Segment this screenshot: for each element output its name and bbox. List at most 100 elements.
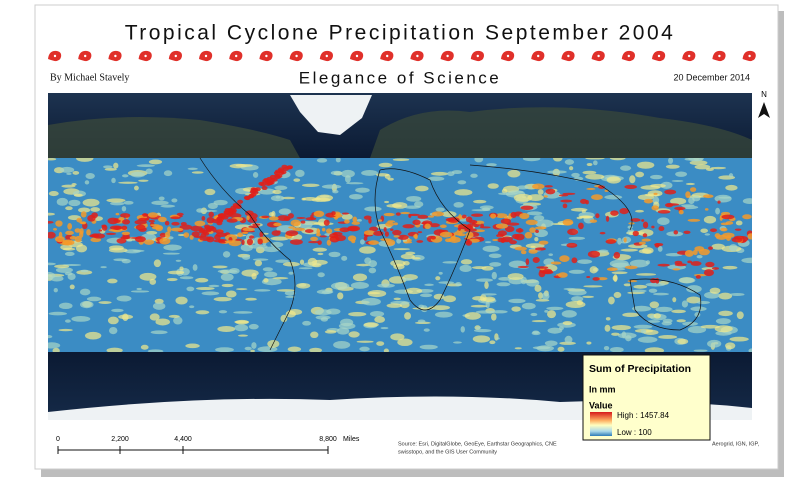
precip-heavy — [326, 239, 332, 246]
precip-heavy — [623, 237, 627, 243]
precip-heavy — [347, 225, 360, 232]
precip-heavy — [528, 249, 538, 254]
scale-label: 4,400 — [174, 436, 192, 443]
precip-light — [714, 325, 733, 333]
precip-light — [364, 206, 382, 212]
precip-heavy — [708, 246, 713, 250]
precip-heavy — [118, 216, 125, 221]
precip-light — [356, 340, 374, 343]
precip-light — [655, 306, 673, 313]
cyclone-eye — [446, 54, 449, 58]
precip-light — [377, 283, 395, 288]
precip-light — [585, 158, 605, 160]
precip-light — [470, 173, 478, 178]
author: By Michael Stavely — [50, 72, 129, 83]
precip-heavy — [695, 274, 701, 279]
precip-heavy — [171, 221, 180, 226]
precip-track — [232, 202, 239, 207]
precip-heavy — [369, 226, 379, 232]
precip-light — [355, 187, 370, 193]
precip-heavy — [678, 209, 684, 215]
precip-heavy — [138, 217, 150, 222]
precip-light — [612, 275, 618, 282]
precip-heavy — [86, 229, 91, 236]
precip-light — [627, 225, 633, 229]
precip-heavy — [550, 261, 562, 265]
precip-light — [68, 199, 81, 207]
precip-light — [369, 311, 385, 317]
precip-light — [603, 346, 610, 351]
precip-light — [474, 158, 484, 163]
precip-light — [235, 288, 248, 291]
precip-light — [317, 272, 325, 278]
precip-heavy — [721, 214, 735, 220]
precip-light — [617, 237, 622, 245]
precip-light — [686, 296, 701, 304]
precip-light — [433, 293, 445, 300]
precip-heavy — [469, 219, 478, 224]
precip-heavy — [296, 216, 306, 219]
precip-heavy — [720, 222, 730, 226]
precip-light — [328, 251, 341, 258]
precip-light — [204, 188, 216, 196]
precip-light — [526, 279, 540, 287]
precip-light — [348, 331, 360, 338]
precip-light — [687, 325, 707, 334]
legend-ramp — [590, 412, 612, 436]
precip-light — [106, 347, 123, 352]
precip-heavy — [380, 238, 392, 242]
precip-heavy — [642, 221, 649, 229]
precip-light — [368, 267, 377, 274]
precip-light — [392, 158, 410, 162]
precip-light — [537, 189, 544, 195]
precip-heavy — [300, 220, 306, 224]
scale-unit: Miles — [343, 436, 360, 443]
precip-light — [459, 264, 472, 273]
precip-light — [390, 333, 405, 341]
precip-light — [553, 158, 563, 162]
precip-heavy — [717, 200, 721, 204]
precip-light — [84, 331, 102, 340]
precip-heavy — [595, 213, 600, 219]
precip-heavy — [69, 236, 77, 240]
precip-light — [54, 264, 70, 269]
precip-light — [185, 343, 200, 349]
precip-heavy — [586, 187, 596, 190]
cyclone-eye — [416, 54, 419, 58]
precip-light — [507, 273, 524, 280]
precip-light — [280, 196, 296, 200]
precip-heavy — [495, 223, 509, 229]
precip-light — [341, 255, 348, 261]
precip-light — [675, 171, 688, 177]
precip-light — [201, 291, 220, 296]
precip-light — [406, 195, 422, 202]
precip-heavy — [606, 267, 618, 272]
precip-heavy — [543, 195, 548, 198]
precip-heavy — [393, 235, 400, 238]
precip-light — [312, 247, 327, 252]
precip-light — [90, 207, 101, 212]
precip-light — [160, 204, 176, 208]
precip-light — [61, 184, 76, 188]
precip-light — [736, 311, 744, 320]
precip-light — [688, 158, 704, 162]
precip-light — [86, 296, 102, 302]
precip-light — [167, 270, 185, 275]
precip-heavy — [199, 236, 212, 241]
precip-light — [196, 286, 215, 291]
precip-light — [568, 289, 587, 296]
precip-heavy — [471, 213, 484, 217]
precip-light — [195, 310, 210, 315]
legend-field: Value — [589, 400, 613, 410]
precip-heavy — [664, 189, 677, 195]
precip-light — [718, 310, 733, 317]
precip-light — [215, 347, 234, 352]
precip-heavy — [558, 194, 569, 197]
precip-heavy — [170, 227, 184, 232]
precip-heavy — [694, 246, 705, 252]
precip-light — [530, 245, 536, 248]
source-text-2: swisstopo, and the GIS User Community — [398, 449, 497, 455]
precip-heavy — [534, 226, 547, 230]
precip-light — [710, 166, 727, 170]
greenland — [290, 95, 372, 135]
